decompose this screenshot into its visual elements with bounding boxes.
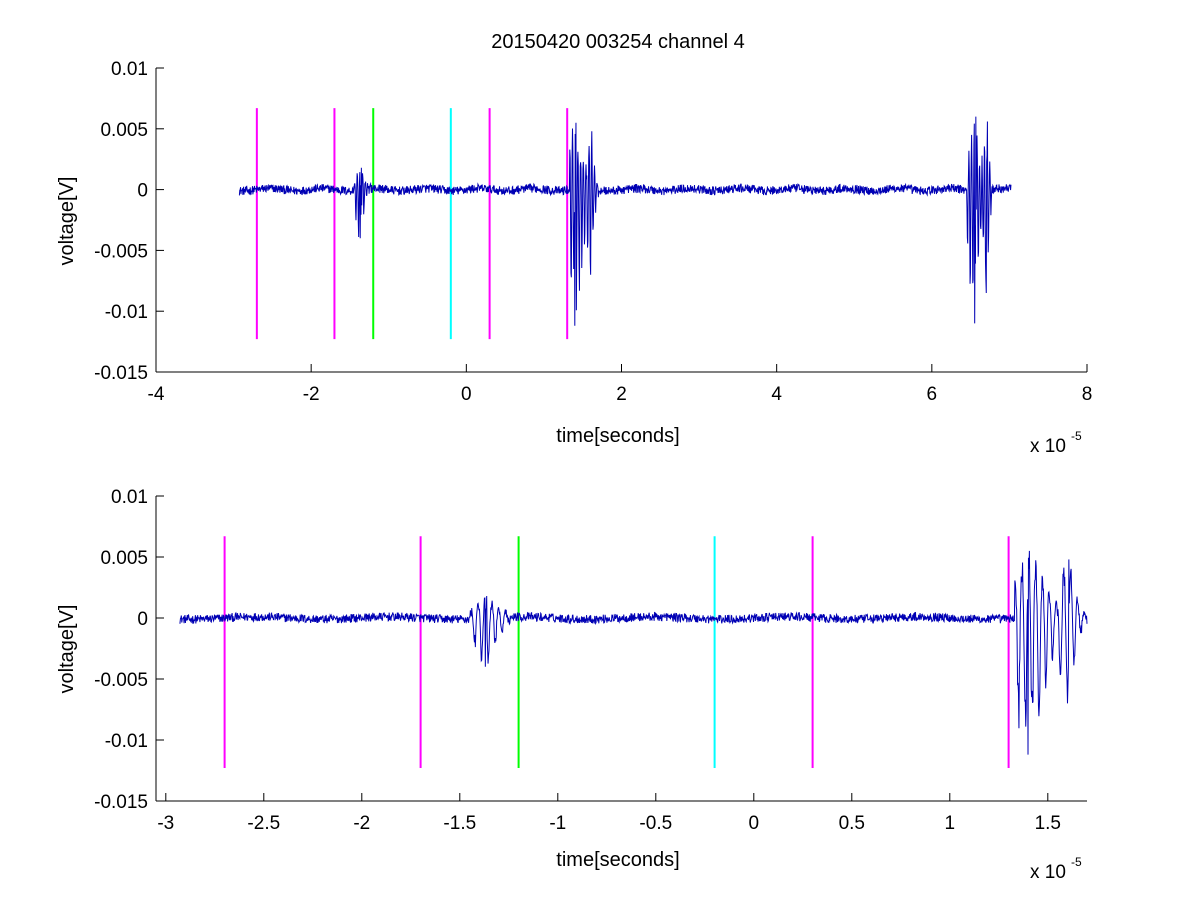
top-y-axis-label: voltage[V] [56, 177, 78, 266]
bottom-y-tick-label: -0.01 [105, 731, 148, 752]
top-x-multiplier: x 10 -5 [1030, 429, 1082, 457]
chart-title: 20150420 003254 channel 4 [491, 31, 745, 53]
bottom-event-markers [223, 536, 1010, 769]
bottom-x-tick-label: -1 [549, 813, 566, 834]
top-event-markers [255, 108, 569, 340]
bottom-x-tick-label: -2 [353, 813, 370, 834]
bottom-x-tick-label: -2.5 [247, 813, 280, 834]
bottom-y-tick-label: -0.005 [94, 670, 148, 691]
top-x-tick-label: -2 [303, 384, 320, 405]
bottom-x-multiplier: x 10 -5 [1030, 855, 1082, 883]
top-x-tick-label: 8 [1082, 384, 1093, 405]
top-y-tick-label: -0.01 [105, 302, 148, 323]
top-subplot: -4 -2 0 2 4 6 8 -0.015 -0.01 -0.005 0 0.005 0.01 ti… [56, 59, 1092, 457]
bottom-axes [155, 496, 1087, 802]
bottom-y-tick-label: -0.015 [94, 792, 148, 813]
bottom-voltage-trace [179, 550, 1088, 755]
top-axes [155, 68, 1087, 373]
bottom-x-tick-label: 1 [945, 813, 956, 834]
bottom-subplot: -3 -2.5 -2 -1.5 -1 -0.5 0 0.5 1 1.5 -0.015-0.01-0… [56, 487, 1088, 883]
bottom-y-tick-label: 0.005 [100, 548, 148, 569]
bottom-x-tick-label: 0.5 [839, 813, 865, 834]
bottom-x-axis-label: time[seconds] [556, 849, 679, 871]
top-x-tick-label: -4 [148, 384, 165, 405]
bottom-x-multiplier-base: x 10 [1030, 862, 1066, 883]
bottom-x-multiplier-exponent: -5 [1071, 855, 1082, 869]
bottom-x-tick-label: -3 [157, 813, 174, 834]
top-x-tick-label: 4 [771, 384, 782, 405]
bottom-y-ticks: -0.015 -0.01 -0.005 0 0.005 0.01 [94, 487, 164, 813]
top-x-ticks: -4 -2 0 2 4 6 8 [148, 364, 1093, 405]
bottom-y-axis-label: voltage[V] [56, 605, 78, 694]
top-y-tick-label: 0.005 [100, 120, 148, 141]
bottom-x-tick-label: 1.5 [1035, 813, 1061, 834]
top-x-multiplier-exponent: -5 [1071, 429, 1082, 443]
bottom-x-tick-label: -1.5 [443, 813, 476, 834]
top-x-tick-label: 2 [616, 384, 627, 405]
bottom-x-ticks: -3 -2.5 -2 -1.5 -1 -0.5 0 0.5 1 1.5 [157, 793, 1061, 834]
top-x-axis-label: time[seconds] [556, 425, 679, 447]
top-y-tick-label: 0 [137, 181, 148, 202]
bottom-x-tick-label: 0 [749, 813, 760, 834]
top-y-tick-label: -0.015 [94, 363, 148, 384]
top-x-tick-label: 6 [927, 384, 938, 405]
top-y-tick-label: 0.01 [111, 59, 148, 80]
bottom-y-tick-label: 0 [137, 609, 148, 630]
top-voltage-trace [238, 116, 1012, 326]
top-x-multiplier-base: x 10 [1030, 436, 1066, 457]
bottom-x-tick-label: -0.5 [639, 813, 672, 834]
bottom-y-tick-label: 0.01 [111, 487, 148, 508]
top-y-tick-label: -0.005 [94, 241, 148, 262]
top-y-ticks: -0.015 -0.01 -0.005 0 0.005 0.01 [94, 59, 164, 384]
top-x-tick-label: 0 [461, 384, 472, 405]
